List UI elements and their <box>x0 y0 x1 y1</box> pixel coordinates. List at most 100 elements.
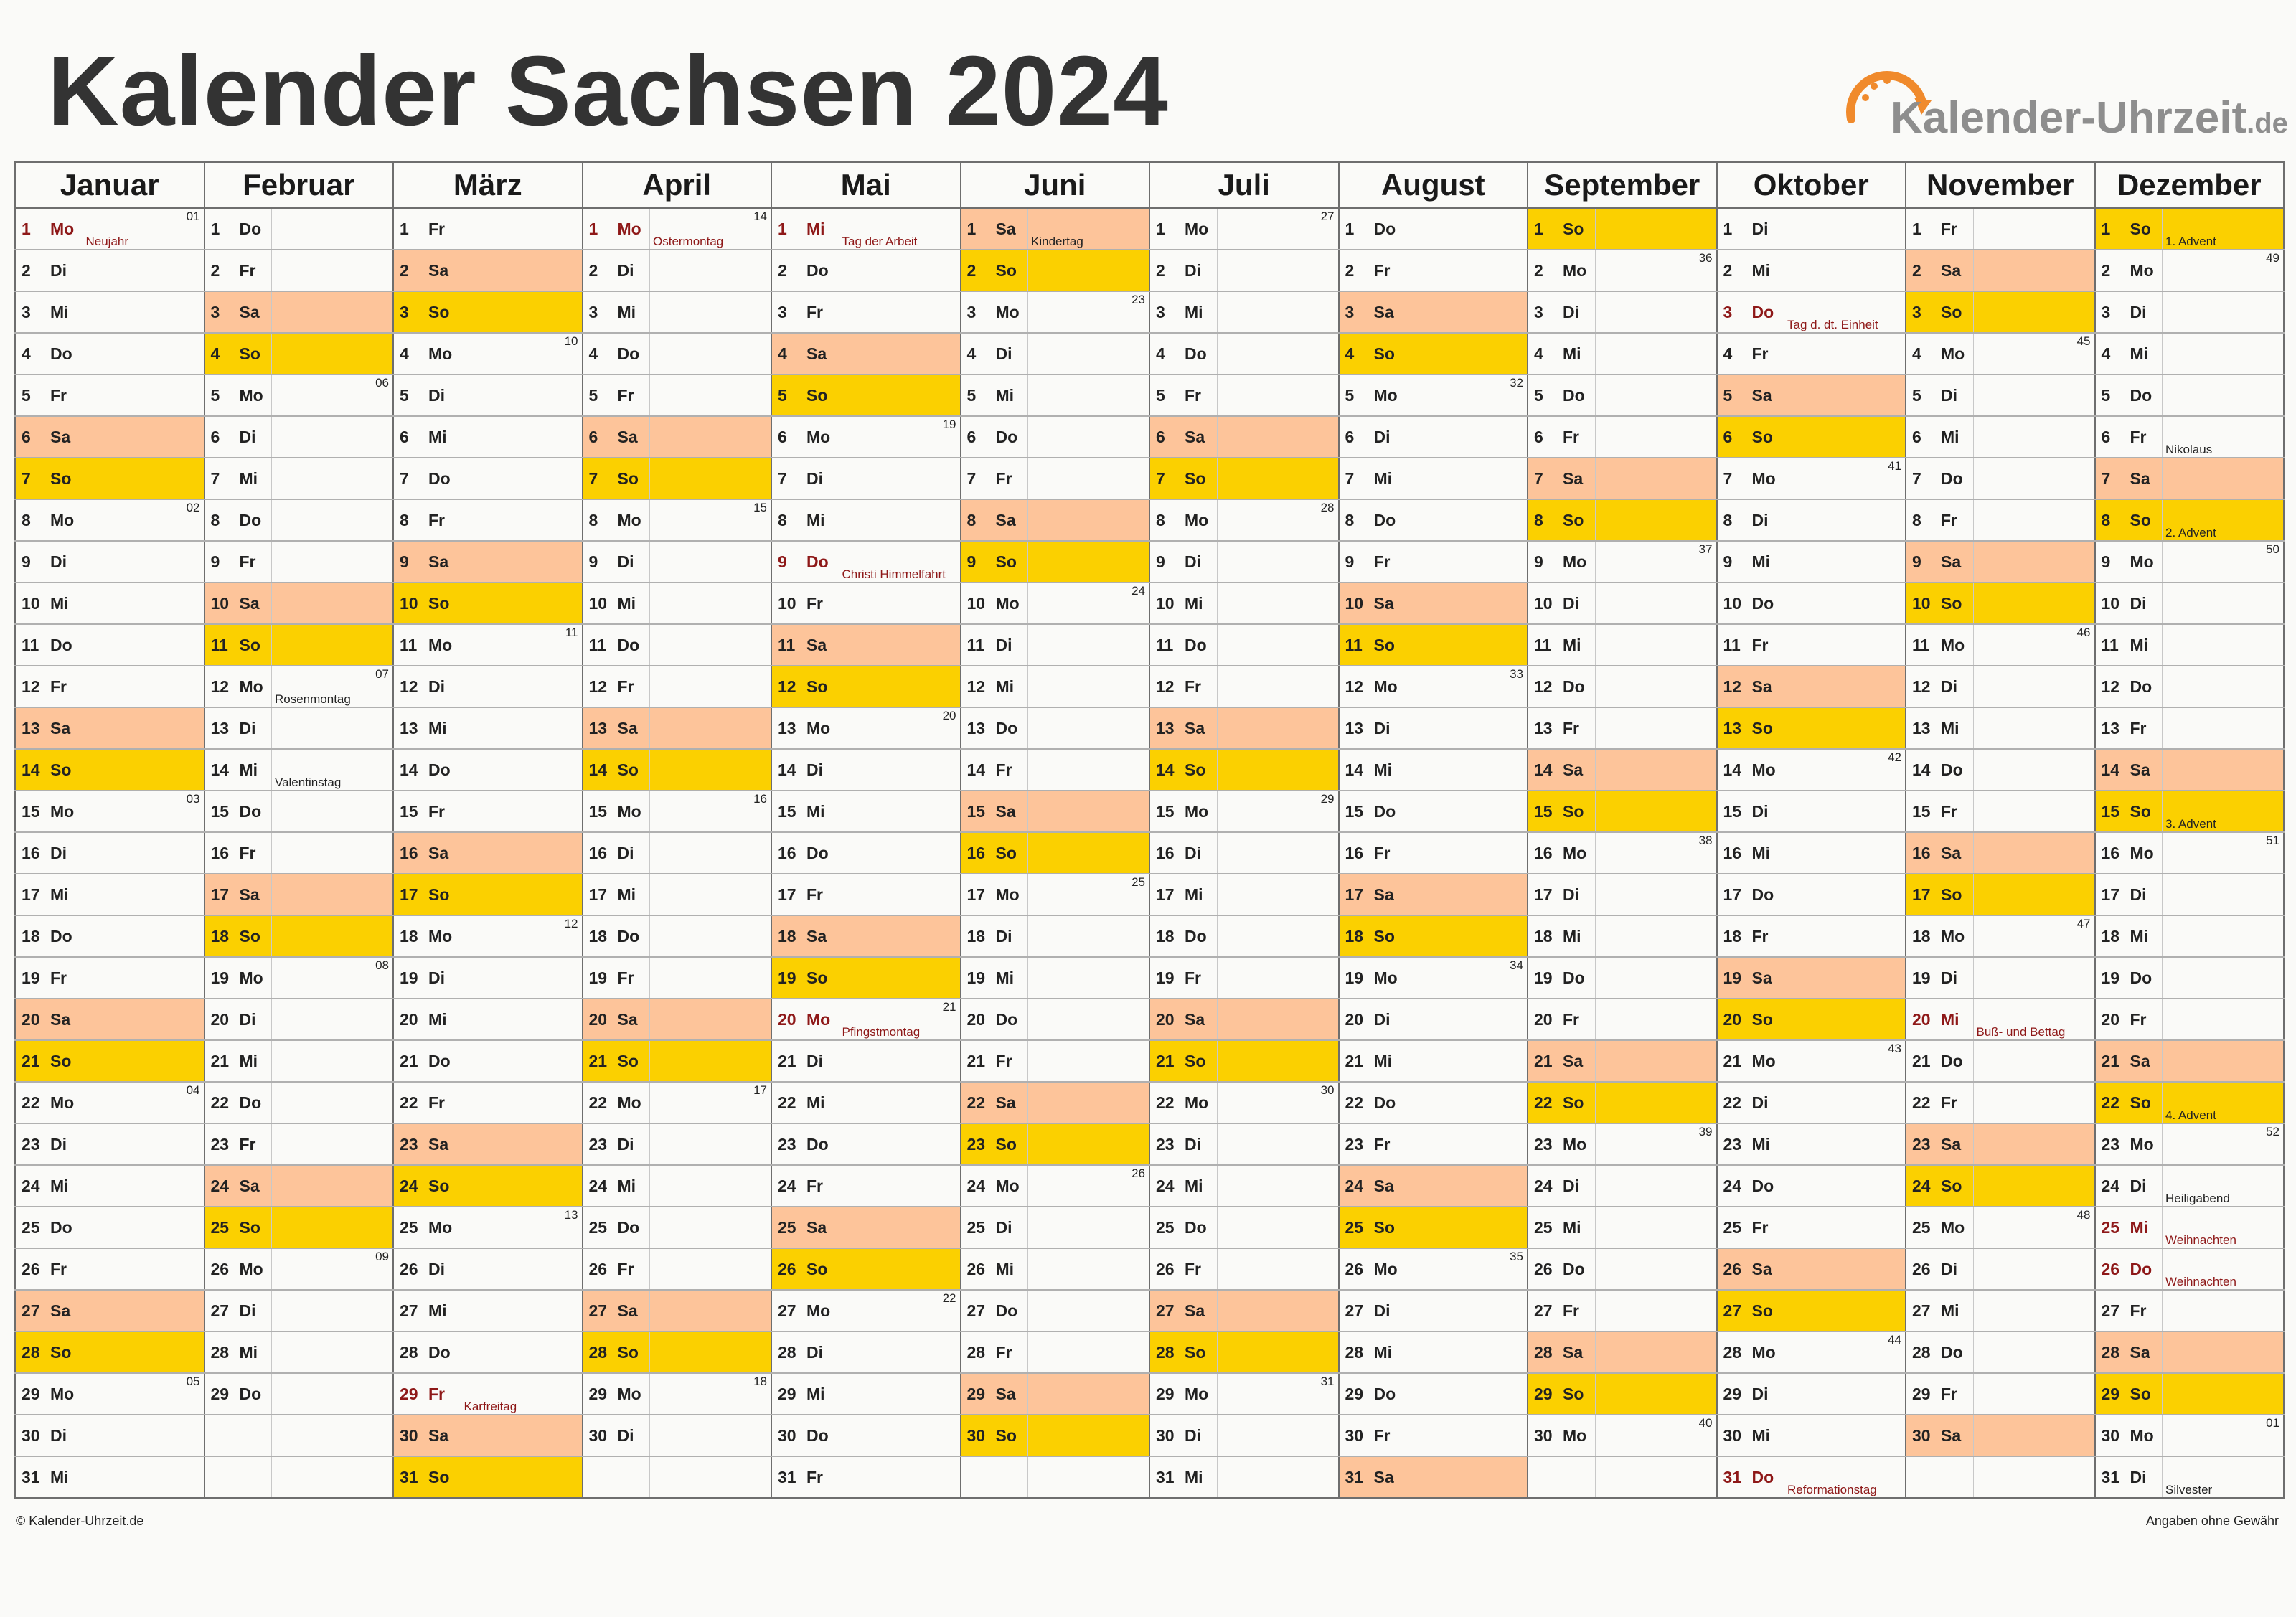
day-number: 20 <box>966 1009 986 1029</box>
day-cell: 21 Sa <box>1527 1040 1595 1083</box>
day-number: 14 <box>966 760 986 779</box>
weekday-label: Mi <box>1373 468 1393 488</box>
day-cell: 1 Mo <box>581 208 650 250</box>
weekday-label: Mi <box>806 219 825 238</box>
day-note-cell <box>1972 1040 2096 1083</box>
day-number: 20 <box>210 1009 230 1029</box>
day-number: 23 <box>1723 1134 1742 1154</box>
day-cell: 26 So <box>771 1248 839 1291</box>
day-number: 7 <box>210 468 220 488</box>
holiday-label: Weihnachten <box>2165 1233 2236 1247</box>
weekday-label: Sa <box>1373 1467 1394 1486</box>
weekday-label: Mo <box>1941 926 1965 946</box>
day-cell: 13 Di <box>203 707 272 750</box>
weekday-label: Sa <box>806 926 827 946</box>
day-number: 3 <box>588 302 598 321</box>
day-note-cell: 11 <box>460 624 583 666</box>
day-number: 12 <box>400 676 418 696</box>
day-cell: 28 Sa <box>2094 1331 2163 1374</box>
day-cell: 13 Di <box>1337 707 1406 750</box>
weekday-label: Di <box>428 385 445 405</box>
day-note-cell <box>1594 416 1718 458</box>
weekday-label: So <box>2130 1384 2151 1403</box>
day-number: 23 <box>1345 1134 1364 1154</box>
table-row: 2 Di 2 Fr 2 Sa 2 Di 2 Do 2 So 2 Di 2 Fr 2 Mo 36 2 Mi 2 Sa 2 Mo 49 <box>14 250 2285 292</box>
day-number: 31 <box>400 1467 418 1486</box>
day-cell: 3 Di <box>1527 291 1595 334</box>
week-number: 39 <box>1698 1125 1713 1138</box>
day-note-cell <box>1972 1123 2096 1166</box>
day-cell: 22 Fr <box>392 1082 461 1124</box>
day-cell: 29 Mi <box>771 1373 839 1415</box>
day-note-cell: 3. Advent <box>2162 791 2285 833</box>
day-number: 7 <box>1534 468 1543 488</box>
weekday-label: Do <box>1941 760 1963 779</box>
day-cell: 12 Fr <box>1149 666 1217 708</box>
day-note-cell <box>838 250 961 292</box>
day-note-cell <box>1784 999 1906 1041</box>
weekday-label: Fr <box>617 968 634 987</box>
day-number: 15 <box>2101 801 2120 821</box>
day-note-cell: 38 <box>1594 832 1718 874</box>
weekday-label: Sa <box>2130 468 2150 488</box>
day-cell: 8 Di <box>1716 499 1784 542</box>
event-label: 4. Advent <box>2165 1108 2216 1122</box>
day-cell: 13 Fr <box>1527 707 1595 750</box>
day-number: 17 <box>778 885 796 904</box>
day-note-cell: Neujahr 01 <box>82 208 205 250</box>
day-number: 19 <box>2101 968 2120 987</box>
day-number: 3 <box>1534 302 1543 321</box>
day-note-cell <box>82 1331 205 1374</box>
day-cell: 16 Di <box>14 832 83 874</box>
weekday-label: Sa <box>1373 302 1394 321</box>
day-number: 10 <box>966 593 986 613</box>
week-number: 31 <box>1320 1375 1335 1388</box>
day-number: 6 <box>210 427 220 446</box>
day-note-cell <box>82 541 205 583</box>
day-number: 9 <box>966 552 977 571</box>
day-note-cell <box>271 1123 394 1166</box>
day-number: 29 <box>22 1384 40 1403</box>
day-number: 21 <box>778 1051 796 1070</box>
day-number: 31 <box>2101 1467 2120 1486</box>
day-note-cell: Karfreitag <box>460 1373 583 1415</box>
weekday-label: Fr <box>1185 385 1201 405</box>
brand-logo[interactable]: Kalender-Uhrzeit.de <box>1837 55 2288 155</box>
day-cell: 20 Di <box>1337 999 1406 1041</box>
event-label: Silvester <box>2165 1483 2213 1496</box>
day-cell: 20 Fr <box>2094 999 2163 1041</box>
day-number: 20 <box>2101 1009 2120 1029</box>
weekday-label: Mo <box>1185 801 1209 821</box>
day-cell: 27 Fr <box>1527 1290 1595 1332</box>
weekday-label: Do <box>995 718 1018 737</box>
day-note-cell <box>1406 915 1528 958</box>
day-note-cell <box>1972 583 2096 625</box>
day-note-cell: Pfingstmontag 21 <box>838 999 961 1041</box>
day-number: 29 <box>1912 1384 1931 1403</box>
day-number: 20 <box>1345 1009 1364 1029</box>
weekday-label: Do <box>239 219 262 238</box>
day-number: 7 <box>2101 468 2111 488</box>
day-note-cell <box>460 707 583 750</box>
event-label: 1. Advent <box>2165 235 2216 248</box>
day-cell: 27 Mo <box>771 1290 839 1332</box>
weekday-label: Di <box>1373 1009 1391 1029</box>
weekday-label: So <box>995 843 1017 862</box>
day-cell: 21 Do <box>392 1040 461 1083</box>
weekday-label: Do <box>1373 1093 1396 1112</box>
weekday-label: Mo <box>2130 552 2154 571</box>
day-cell: 23 Di <box>581 1123 650 1166</box>
day-note-cell <box>1594 999 1718 1041</box>
week-number: 37 <box>1698 542 1713 556</box>
weekday-label: Di <box>1185 260 1201 280</box>
day-note-cell <box>649 832 772 874</box>
day-number: 11 <box>966 635 984 654</box>
weekday-label: Fr <box>428 510 445 529</box>
weekday-label: Mi <box>806 1384 825 1403</box>
weekday-label: Fr <box>50 1259 67 1278</box>
day-number: 22 <box>210 1093 230 1112</box>
day-note-cell <box>271 1207 394 1249</box>
day-note-cell: Tag der Arbeit <box>838 208 961 250</box>
weekday-label: Fr <box>239 260 256 280</box>
day-note-cell <box>1972 1331 2096 1374</box>
